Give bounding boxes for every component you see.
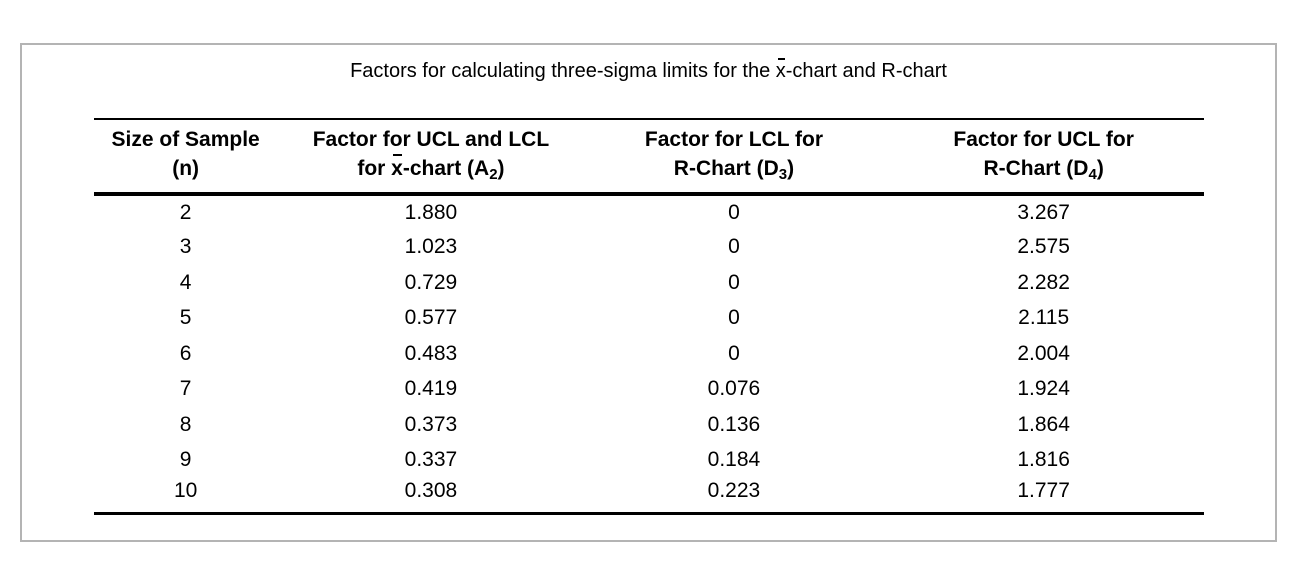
x-bar-symbol: x xyxy=(391,154,403,183)
header-text: R-Chart (D xyxy=(983,157,1089,180)
cell-a2: 0.577 xyxy=(404,306,458,330)
title-text-pre: Factors for calculating three-sigma limi… xyxy=(350,60,776,82)
cell-a2: 0.419 xyxy=(404,377,458,401)
table-row: 8 0.373 0.136 1.864 xyxy=(94,407,1204,443)
cell-n: 7 xyxy=(179,377,192,401)
header-text: for xyxy=(357,157,392,180)
cell-a2: 0.337 xyxy=(404,448,458,472)
cell-d3: 0.076 xyxy=(707,377,761,401)
table-row: 6 0.483 0 2.004 xyxy=(94,336,1204,372)
column-header-sample-size: Size of Sample (n) xyxy=(94,119,278,194)
page-title: Factors for calculating three-sigma limi… xyxy=(22,58,1275,84)
table-row: 10 0.308 0.223 1.777 xyxy=(94,478,1204,514)
cell-a2: 0.729 xyxy=(404,270,458,294)
cell-n: 4 xyxy=(179,270,192,294)
cell-d4: 2.115 xyxy=(1018,306,1070,330)
cell-d3: 0 xyxy=(728,235,740,259)
cell-d4: 3.267 xyxy=(1017,200,1070,224)
document-frame: Factors for calculating three-sigma limi… xyxy=(20,43,1277,542)
table-row: 7 0.419 0.076 1.924 xyxy=(94,372,1204,408)
header-line2: for x-chart (A2) xyxy=(278,154,584,183)
header-text: (n) xyxy=(172,157,200,180)
header-subscript: 4 xyxy=(1088,166,1097,183)
x-bar-symbol: x xyxy=(775,58,786,82)
cell-d3: 0.184 xyxy=(707,448,761,472)
title-text-post: -chart and R-chart xyxy=(785,60,947,82)
cell-n: 10 xyxy=(173,479,198,502)
header-line1: Size of Sample xyxy=(111,128,260,151)
cell-d4: 1.864 xyxy=(1017,412,1070,436)
header-text: -chart (A xyxy=(402,157,490,180)
table-header: Size of Sample (n) Factor for UCL and LC… xyxy=(93,119,1204,194)
header-line2: R-Chart (D4) xyxy=(884,154,1204,183)
table-row: 2 1.880 0 3.267 xyxy=(94,194,1204,230)
header-text: R-Chart (D xyxy=(673,157,779,180)
cell-d4: 2.575 xyxy=(1017,235,1070,259)
header-text: ) xyxy=(497,157,505,180)
table-row: 5 0.577 0 2.115 xyxy=(94,301,1204,337)
cell-a2: 0.483 xyxy=(404,341,458,365)
header-line1: Factor for UCL and LCL xyxy=(312,128,550,151)
header-row: Size of Sample (n) Factor for UCL and LC… xyxy=(94,119,1204,194)
cell-a2: 1.880 xyxy=(404,200,458,224)
cell-d3: 0 xyxy=(728,306,740,330)
cell-d4: 2.004 xyxy=(1017,341,1070,365)
cell-d3: 0 xyxy=(728,341,740,365)
column-header-d4-factor: Factor for UCL for R-Chart (D4) xyxy=(884,119,1204,194)
table-row: 3 1.023 0 2.575 xyxy=(94,230,1204,266)
cell-n: 6 xyxy=(179,341,192,365)
header-line2: (n) xyxy=(94,154,278,183)
table-body: 2 1.880 0 3.267 3 1.023 0 2.575 4 0.729 0 2.282 5 0.5… xyxy=(93,194,1204,514)
cell-d3: 0.223 xyxy=(707,479,761,502)
cell-n: 5 xyxy=(179,306,192,330)
header-line1: Factor for LCL for xyxy=(644,128,824,151)
cell-n: 2 xyxy=(179,200,192,224)
cell-n: 3 xyxy=(179,235,192,259)
header-line2: R-Chart (D3) xyxy=(584,154,884,183)
table-row: 4 0.729 0 2.282 xyxy=(94,265,1204,301)
header-text: ) xyxy=(1096,157,1104,180)
control-chart-factors-table: Size of Sample (n) Factor for UCL and LC… xyxy=(93,118,1204,515)
header-subscript: 2 xyxy=(489,166,498,183)
cell-d3: 0.136 xyxy=(707,412,761,436)
header-line1: Factor for UCL for xyxy=(953,128,1134,151)
cell-d4: 2.282 xyxy=(1017,270,1070,294)
cell-n: 9 xyxy=(179,448,192,472)
cell-a2: 0.373 xyxy=(404,412,458,436)
cell-a2: 1.023 xyxy=(404,235,458,259)
header-text: ) xyxy=(787,157,795,180)
cell-d3: 0 xyxy=(728,200,740,224)
cell-d4: 1.924 xyxy=(1017,377,1070,401)
cell-d4: 1.816 xyxy=(1017,448,1070,472)
column-header-d3-factor: Factor for LCL for R-Chart (D3) xyxy=(584,119,884,194)
column-header-a2-factor: Factor for UCL and LCL for x-chart (A2) xyxy=(278,119,584,194)
table-row: 9 0.337 0.184 1.816 xyxy=(94,443,1204,479)
cell-a2: 0.308 xyxy=(404,479,458,502)
cell-d3: 0 xyxy=(728,270,740,294)
cell-d4: 1.777 xyxy=(1017,479,1070,502)
header-subscript: 3 xyxy=(778,166,788,183)
cell-n: 8 xyxy=(179,412,192,436)
